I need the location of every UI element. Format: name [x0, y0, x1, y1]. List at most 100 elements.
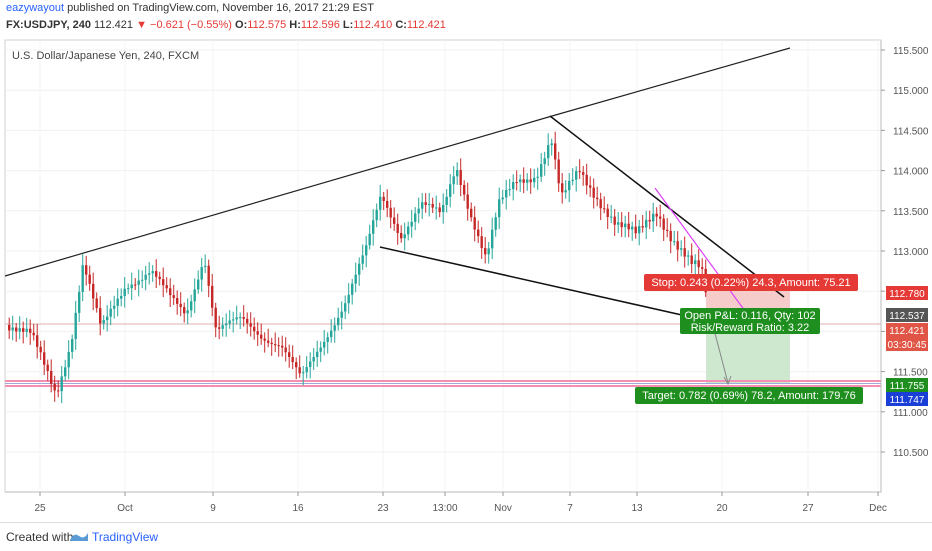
candle-body [470, 208, 473, 218]
candle-body [669, 230, 672, 242]
candle-body [620, 222, 623, 228]
chart-title: U.S. Dollar/Japanese Yen, 240, FXCM [12, 50, 199, 62]
last-price-tag [886, 323, 928, 337]
chart-pane[interactable] [4, 39, 882, 493]
candle-body [253, 326, 256, 332]
price-tick-label: 114.500 [893, 126, 929, 137]
open-pl-box[interactable] [680, 308, 820, 334]
candle-body [158, 276, 161, 280]
candle-body [284, 347, 287, 353]
symbol-info-bar: FX:USDJPY, 240 112.421 ▼ −0.621 (−0.55%)… [6, 19, 446, 31]
candle-body [330, 330, 333, 338]
candle-body [71, 339, 74, 352]
down-arrow-icon: ▼ [136, 19, 147, 31]
candle-body [561, 183, 564, 193]
arrow-head-icon [723, 375, 732, 386]
tradingview-brand-link[interactable]: TradingView [92, 530, 159, 544]
candle-body [291, 356, 294, 363]
candle-body [701, 267, 704, 269]
candle-body [155, 271, 158, 277]
price-chart[interactable]: U.S. Dollar/Japanese Yen, 240, FXCM Stop… [0, 38, 932, 522]
last-price: 112.421 [94, 19, 133, 31]
candle-body [137, 280, 140, 285]
rising-trendline-extension[interactable] [551, 47, 791, 117]
candle-body [459, 170, 462, 186]
candle-body [498, 199, 501, 218]
candle-body [15, 327, 18, 332]
candle-body [242, 317, 245, 319]
candle-body [515, 182, 518, 184]
candle-body [46, 364, 49, 371]
target-label-box[interactable] [635, 387, 863, 404]
publish-info: eazywayout published on TradingView.com,… [6, 2, 374, 14]
entry-price-text: 112.537 [889, 311, 925, 322]
candle-body [631, 226, 634, 230]
candle-body [435, 207, 438, 209]
candle-body [596, 197, 599, 200]
candle-body [18, 328, 21, 332]
candle-body [540, 164, 543, 177]
time-tick-label: 13 [631, 503, 643, 514]
candle-body [627, 223, 630, 230]
candle-body [634, 226, 637, 234]
candle-body [550, 143, 553, 146]
candle-body [123, 288, 126, 296]
time-tick-label: 13:00 [432, 503, 457, 514]
candle-body [641, 226, 644, 228]
entry-price-tag [886, 308, 928, 322]
candle-body [340, 311, 343, 318]
candle-body [333, 325, 336, 331]
candle-body [414, 213, 417, 222]
candle-body [403, 234, 406, 239]
candle-body [687, 255, 690, 257]
time-tick-label: 25 [34, 503, 46, 514]
candle-body [659, 216, 662, 219]
candle-body [645, 219, 648, 228]
candle-body [326, 337, 329, 342]
candle-body [505, 190, 508, 198]
candle-body [113, 305, 116, 309]
candle-body [603, 208, 606, 210]
candle-body [323, 341, 326, 348]
rising-trendline[interactable] [4, 115, 553, 277]
countdown-text: 03:30:45 [888, 340, 927, 351]
candle-body [648, 219, 651, 222]
candle-body [484, 248, 487, 255]
candle-body [428, 203, 431, 205]
candle-body [554, 143, 557, 160]
open-pl-label: Open P&L: 0.116, Qty: 102 [684, 310, 815, 322]
last-price-text: 112.421 [889, 326, 925, 337]
candle-body [109, 308, 112, 317]
price-tick-label: 113.500 [893, 207, 929, 218]
candle-body [652, 213, 655, 222]
author-link[interactable]: eazywayout [6, 2, 65, 14]
candle-body [312, 357, 315, 362]
chart-area[interactable]: U.S. Dollar/Japanese Yen, 240, FXCM Stop… [0, 38, 932, 522]
candle-body [368, 233, 371, 246]
price-change: −0.621 (−0.55%) [150, 19, 232, 31]
stop-label-box[interactable] [644, 274, 858, 291]
candle-body [610, 216, 613, 218]
candle-body [67, 351, 70, 368]
symbol-name[interactable]: FX:USDJPY, 240 [6, 19, 91, 31]
candle-body [361, 255, 364, 264]
open-label: O: [235, 19, 248, 31]
falling-support-line[interactable] [379, 246, 705, 321]
candle-body [221, 325, 224, 329]
falling-resistance-line[interactable] [549, 115, 785, 298]
candle-body [347, 294, 350, 304]
time-tick-label: 23 [377, 503, 389, 514]
candle-body [424, 202, 427, 205]
time-axis[interactable]: 25 Oct 9 16 23 13:00 Nov 7 13 20 27 Dec [34, 492, 887, 514]
candle-body [529, 179, 532, 183]
candle-body [442, 204, 445, 213]
candle-body [438, 207, 441, 213]
target-low-text: 111.747 [890, 395, 925, 406]
candle-body [92, 283, 95, 299]
candle-body [211, 285, 214, 308]
candle-body [477, 229, 480, 237]
candle-body [599, 199, 602, 209]
candle-body [547, 145, 550, 159]
price-tick-label: 115.500 [893, 46, 929, 57]
candle-body [43, 352, 46, 365]
